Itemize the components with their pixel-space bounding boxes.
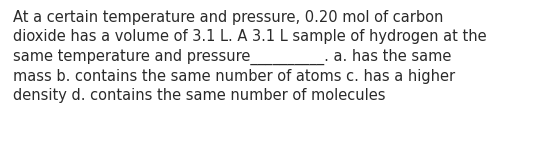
Text: At a certain temperature and pressure, 0.20 mol of carbon
dioxide has a volume o: At a certain temperature and pressure, 0… <box>13 10 487 103</box>
